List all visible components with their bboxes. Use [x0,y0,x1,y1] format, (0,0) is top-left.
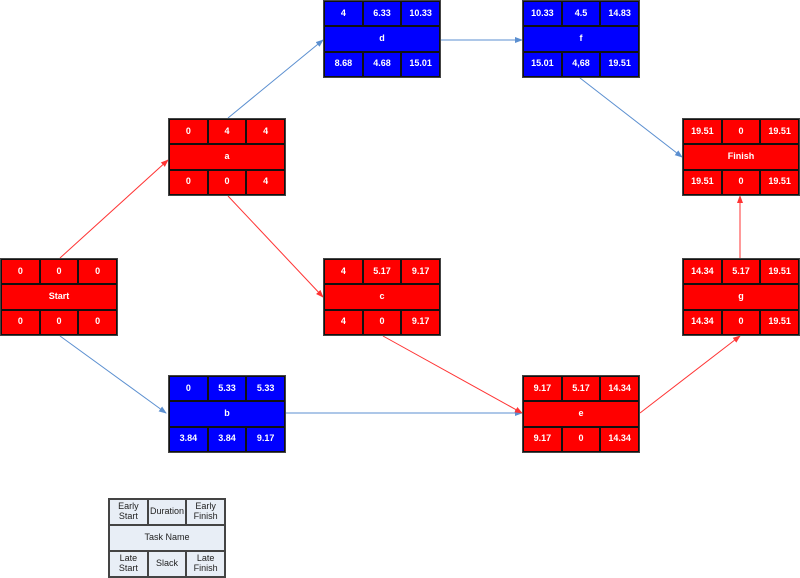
task-duration: 4.5 [561,1,601,27]
task-ls: 8.68 [324,51,363,77]
task-name: g [683,284,799,310]
task-name: d [324,26,440,52]
arrow-e-to-g [639,335,741,414]
task-duration: 5.17 [721,259,761,285]
task-es: 4 [324,259,363,285]
task-ls: 0 [169,169,208,195]
task-duration: 5.17 [362,259,402,285]
task-es: 4 [324,1,363,27]
task-name: c [324,284,440,310]
task-lf: 9.17 [401,309,440,335]
task-ef: 5.33 [246,376,285,402]
legend-early-finish: Early Finish [186,499,225,525]
task-slack: 0 [721,309,761,335]
legend-task-name: Task Name [109,525,225,551]
task-node-start[interactable]: 0 0 0 Start 0 0 0 [0,258,118,336]
task-es: 0 [169,119,208,145]
arrow-a-to-c [227,195,324,298]
task-name: a [169,144,285,170]
task-es: 19.51 [683,119,722,145]
task-name: f [523,26,639,52]
task-lf: 14.34 [600,426,639,452]
task-lf: 0 [78,309,117,335]
task-lf: 19.51 [760,309,799,335]
task-es: 9.17 [523,376,562,402]
task-ls: 4 [324,309,363,335]
task-node-g[interactable]: 14.34 5.17 19.51 g 14.34 0 19.51 [682,258,800,336]
task-ef: 14.34 [600,376,639,402]
task-ls: 0 [1,309,40,335]
task-slack: 0 [362,309,402,335]
task-ls: 15.01 [523,51,562,77]
task-ef: 14.83 [600,1,639,27]
arrow-f-to-finish [579,77,683,158]
task-node-f[interactable]: 10.33 4.5 14.83 f 15.01 4,68 19.51 [522,0,640,78]
task-duration: 5.17 [561,376,601,402]
legend-late-finish: Late Finish [186,551,225,577]
task-lf: 9.17 [246,426,285,452]
task-duration: 0 [721,119,761,145]
task-ef: 9.17 [401,259,440,285]
task-ef: 19.51 [760,259,799,285]
task-duration: 4 [207,119,247,145]
task-lf: 15.01 [401,51,440,77]
task-slack: 0 [207,169,247,195]
task-node-e[interactable]: 9.17 5.17 14.34 e 9.17 0 14.34 [522,375,640,453]
task-slack: 0 [561,426,601,452]
task-name: Finish [683,144,799,170]
legend-late-start: Late Start [109,551,148,577]
task-lf: 4 [246,169,285,195]
task-slack: 0 [39,309,79,335]
task-ls: 19.51 [683,169,722,195]
task-slack: 0 [721,169,761,195]
task-duration: 5.33 [207,376,247,402]
task-node-finish[interactable]: 19.51 0 19.51 Finish 19.51 0 19.51 [682,118,800,196]
task-ef: 10.33 [401,1,440,27]
task-ef: 4 [246,119,285,145]
task-ls: 3.84 [169,426,208,452]
task-lf: 19.51 [760,169,799,195]
task-slack: 4.68 [362,51,402,77]
task-es: 0 [1,259,40,285]
task-es: 10.33 [523,1,562,27]
arrow-a-to-d [227,39,324,119]
legend-slack: Slack [147,551,187,577]
task-name: b [169,401,285,427]
task-node-b[interactable]: 0 5.33 5.33 b 3.84 3.84 9.17 [168,375,286,453]
task-duration: 0 [39,259,79,285]
task-node-c[interactable]: 4 5.17 9.17 c 4 0 9.17 [323,258,441,336]
task-ls: 14.34 [683,309,722,335]
legend-duration: Duration [147,499,187,525]
arrow-start-to-b [59,335,167,414]
task-duration: 6.33 [362,1,402,27]
task-slack: 4,68 [561,51,601,77]
task-name: Start [1,284,117,310]
task-ef: 0 [78,259,117,285]
task-slack: 3.84 [207,426,247,452]
arrow-start-to-a [59,159,169,259]
task-es: 0 [169,376,208,402]
task-name: e [523,401,639,427]
arrow-c-to-e [382,335,523,414]
legend-box: Early Start Duration Early Finish Task N… [108,498,226,578]
task-ef: 19.51 [760,119,799,145]
legend-early-start: Early Start [109,499,148,525]
task-ls: 9.17 [523,426,562,452]
task-node-d[interactable]: 4 6.33 10.33 d 8.68 4.68 15.01 [323,0,441,78]
task-es: 14.34 [683,259,722,285]
task-lf: 19.51 [600,51,639,77]
